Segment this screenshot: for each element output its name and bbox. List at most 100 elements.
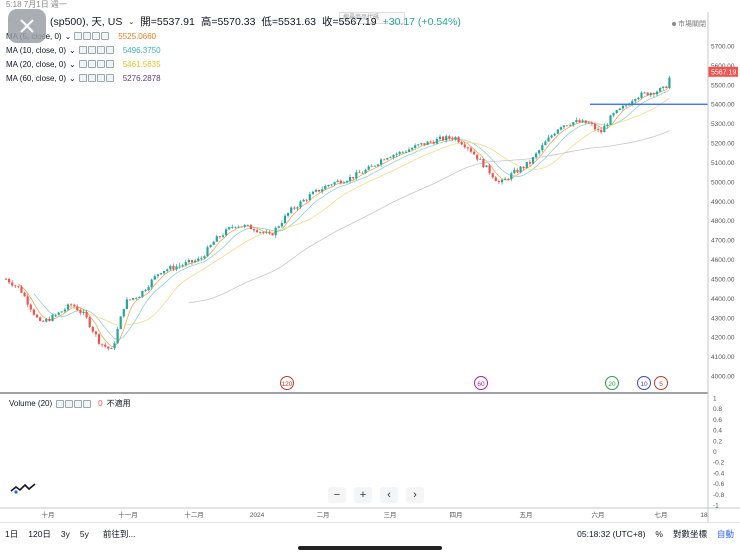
candle[interactable]	[386, 157, 389, 161]
candle[interactable]	[200, 255, 203, 261]
log-scale-toggle[interactable]: 對數坐標	[672, 529, 707, 539]
candle[interactable]	[600, 127, 603, 135]
candle[interactable]	[442, 135, 445, 142]
candle[interactable]	[469, 146, 473, 154]
ma-legend-buttons[interactable]	[78, 46, 114, 54]
candle[interactable]	[482, 158, 485, 168]
candle[interactable]	[4, 277, 8, 280]
more-icon[interactable]	[105, 74, 114, 82]
ma-period-marker[interactable]: 20	[605, 376, 619, 390]
candle[interactable]	[218, 235, 221, 239]
ma-legend-row[interactable]: MA (60, close, 0) ⌄ 5276.2878	[6, 71, 461, 85]
candle[interactable]	[435, 136, 438, 144]
candle[interactable]	[342, 180, 345, 184]
candle[interactable]	[141, 290, 144, 298]
ma-name[interactable]: MA (20, close, 0)	[6, 59, 67, 69]
candle[interactable]	[507, 177, 510, 181]
candle[interactable]	[662, 86, 665, 91]
candle[interactable]	[70, 303, 73, 308]
candle[interactable]	[380, 158, 383, 168]
candle[interactable]	[513, 167, 516, 174]
ma-name[interactable]: MA (60, close, 0)	[6, 73, 67, 83]
candle[interactable]	[187, 258, 190, 265]
candle[interactable]	[547, 134, 550, 142]
candle[interactable]	[525, 162, 528, 169]
more-icon[interactable]	[105, 46, 114, 54]
candle[interactable]	[603, 123, 606, 133]
candle[interactable]	[466, 146, 469, 151]
candle[interactable]	[57, 312, 60, 316]
candle[interactable]	[364, 168, 367, 174]
more-icon[interactable]	[101, 32, 110, 40]
candle[interactable]	[454, 136, 457, 142]
candle[interactable]	[479, 157, 482, 160]
candle[interactable]	[324, 184, 327, 190]
gear-icon[interactable]	[65, 399, 74, 408]
candle[interactable]	[73, 303, 76, 308]
candle[interactable]	[637, 96, 640, 101]
marker-circle[interactable]	[474, 376, 488, 390]
candle[interactable]	[404, 150, 407, 154]
candle[interactable]	[287, 212, 290, 218]
candle[interactable]	[228, 226, 231, 231]
candle[interactable]	[395, 152, 398, 158]
candle[interactable]	[612, 112, 615, 118]
candle[interactable]	[20, 284, 23, 294]
candle[interactable]	[327, 184, 330, 188]
candle[interactable]	[330, 183, 333, 187]
range-120d[interactable]: 120日	[28, 528, 51, 539]
candle[interactable]	[429, 140, 432, 144]
candle[interactable]	[76, 304, 79, 311]
candle[interactable]	[473, 149, 476, 155]
candle[interactable]	[587, 120, 590, 124]
volume-axis[interactable]: 1 0.8 0.6 0.4 0.2 0 -0.2 -0.4 -0.6 -0.8 -1	[713, 396, 725, 510]
candle[interactable]	[631, 98, 634, 107]
marker-circle[interactable]	[605, 376, 619, 390]
candle[interactable]	[66, 303, 70, 311]
symbol-search-hint[interactable]: 搜尋商品代碼	[339, 12, 405, 24]
candle[interactable]	[550, 134, 553, 139]
clock-time[interactable]: 05:18:32 (UTC+8)	[577, 529, 646, 539]
percent-scale-toggle[interactable]: %	[655, 529, 663, 539]
gear-icon[interactable]	[87, 46, 96, 54]
candle[interactable]	[271, 232, 274, 236]
candle[interactable]	[221, 233, 225, 238]
gear-icon[interactable]	[83, 32, 92, 40]
candle[interactable]	[209, 244, 212, 248]
candle[interactable]	[107, 346, 110, 351]
candle[interactable]	[122, 308, 125, 318]
candle[interactable]	[11, 280, 14, 288]
zoom-in-button[interactable]: +	[354, 487, 372, 503]
candle[interactable]	[463, 141, 466, 149]
close-icon[interactable]	[96, 60, 105, 68]
eye-icon[interactable]	[78, 46, 87, 54]
candle[interactable]	[618, 108, 621, 111]
marker-circle[interactable]	[280, 376, 294, 390]
close-icon[interactable]	[74, 399, 83, 408]
close-button[interactable]	[8, 9, 46, 43]
candle[interactable]	[234, 226, 237, 229]
more-icon[interactable]	[83, 399, 92, 408]
candle[interactable]	[640, 91, 643, 100]
candle[interactable]	[280, 220, 283, 229]
candle[interactable]	[237, 225, 240, 229]
scroll-right-button[interactable]: ›	[406, 487, 424, 503]
chart-canvas[interactable]: 5700.005600.005500.005400.005300.005200.…	[0, 0, 740, 522]
time-axis[interactable]: 十月 十一月 十二月 2024 二月 三月 四月 五月 六月 七月 18	[42, 510, 708, 519]
chevron-down-icon[interactable]: ⌄	[128, 18, 135, 26]
candle[interactable]	[181, 263, 184, 268]
candle[interactable]	[138, 296, 141, 298]
candle[interactable]	[197, 256, 200, 263]
candle[interactable]	[333, 181, 336, 187]
ma-name[interactable]: MA (10, close, 0)	[6, 45, 67, 55]
range-5y[interactable]: 5y	[79, 528, 89, 539]
candle[interactable]	[504, 176, 507, 180]
ma-period-marker[interactable]: 120	[280, 376, 294, 390]
eye-icon[interactable]	[78, 60, 87, 68]
candle[interactable]	[383, 158, 386, 161]
marker-circle[interactable]	[654, 376, 668, 390]
candle[interactable]	[63, 307, 66, 314]
candle[interactable]	[144, 288, 147, 293]
candle[interactable]	[593, 122, 597, 131]
candle[interactable]	[293, 206, 296, 211]
